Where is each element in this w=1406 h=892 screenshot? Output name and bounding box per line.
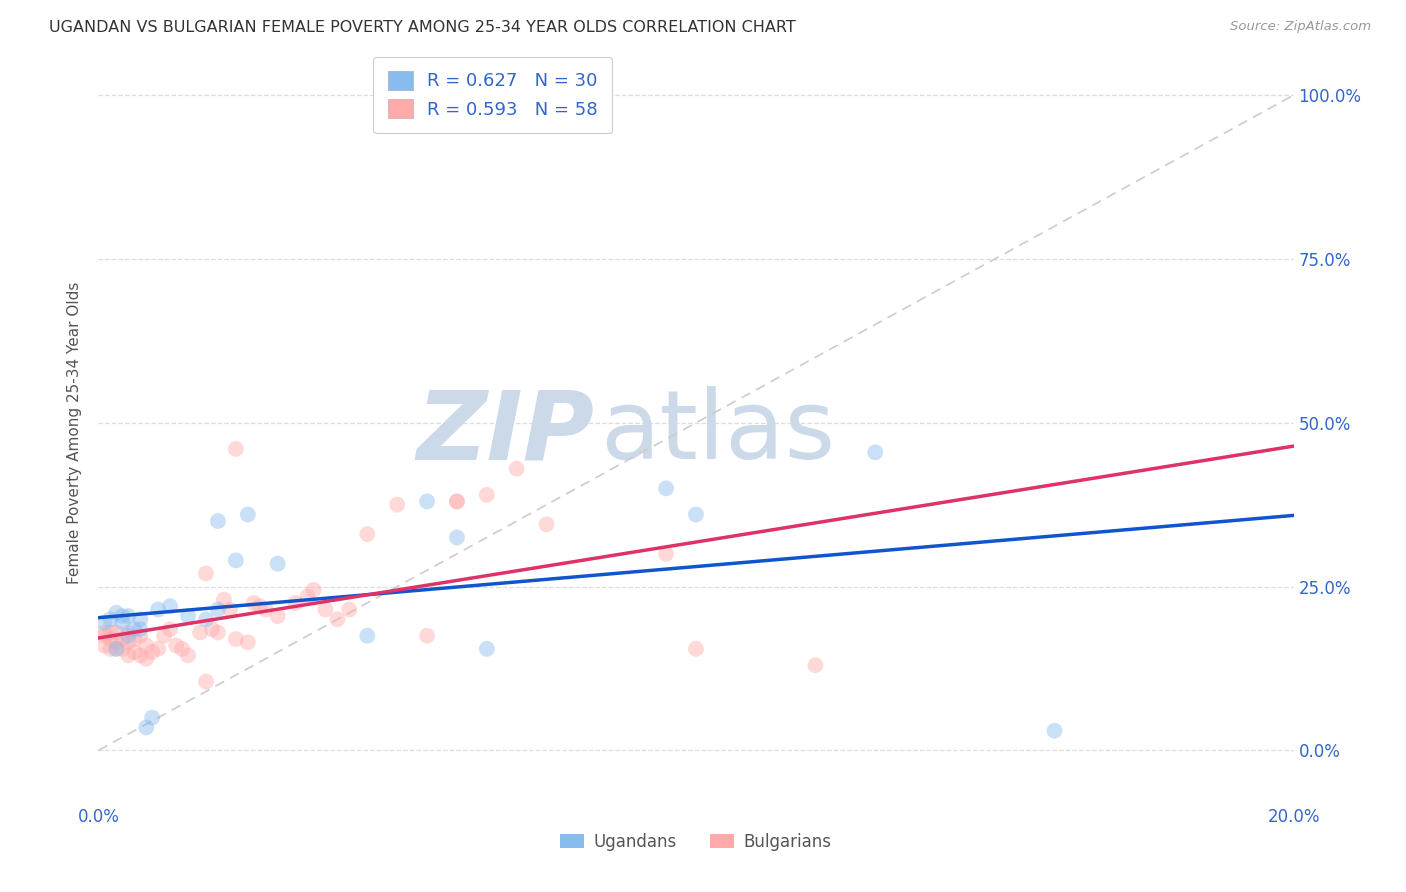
Point <box>243 596 266 610</box>
Point <box>188 625 211 640</box>
Point <box>267 609 290 624</box>
Point <box>93 629 115 643</box>
Point <box>129 612 152 626</box>
Point <box>236 508 259 522</box>
Point <box>685 508 707 522</box>
Point <box>446 494 468 508</box>
Point <box>536 517 558 532</box>
Point <box>207 625 229 640</box>
Point <box>93 615 115 630</box>
Point <box>129 629 152 643</box>
Point <box>416 494 439 508</box>
Point <box>655 481 678 495</box>
Point <box>356 527 378 541</box>
Point <box>105 606 128 620</box>
Point <box>446 531 468 545</box>
Point <box>135 721 157 735</box>
Point <box>356 629 378 643</box>
Point <box>165 639 187 653</box>
Point <box>117 648 139 663</box>
Point <box>297 590 319 604</box>
Point <box>111 615 134 630</box>
Point <box>195 612 218 626</box>
Point <box>105 641 128 656</box>
Point <box>685 641 707 656</box>
Point <box>141 645 163 659</box>
Text: ZIP: ZIP <box>416 386 595 479</box>
Point <box>124 622 146 636</box>
Point <box>135 651 157 665</box>
Point <box>506 461 529 475</box>
Point <box>105 625 128 640</box>
Point <box>129 648 152 663</box>
Point <box>655 547 678 561</box>
Point <box>117 609 139 624</box>
Point <box>111 609 134 624</box>
Text: UGANDAN VS BULGARIAN FEMALE POVERTY AMONG 25-34 YEAR OLDS CORRELATION CHART: UGANDAN VS BULGARIAN FEMALE POVERTY AMON… <box>49 20 796 35</box>
Point <box>207 514 229 528</box>
Point <box>135 639 157 653</box>
Text: atlas: atlas <box>600 386 835 479</box>
Point <box>111 632 134 646</box>
Point <box>195 674 218 689</box>
Point <box>117 635 139 649</box>
Point <box>201 622 224 636</box>
Point <box>124 632 146 646</box>
Point <box>117 629 139 643</box>
Point <box>105 635 128 649</box>
Point <box>865 445 887 459</box>
Point <box>195 566 218 581</box>
Point <box>1043 723 1066 738</box>
Text: Source: ZipAtlas.com: Source: ZipAtlas.com <box>1230 20 1371 33</box>
Point <box>159 622 181 636</box>
Point <box>284 596 307 610</box>
Point <box>172 641 194 656</box>
Point <box>98 612 122 626</box>
Point <box>129 622 152 636</box>
Point <box>207 602 229 616</box>
Point <box>416 629 439 643</box>
Point <box>93 639 115 653</box>
Point <box>254 602 277 616</box>
Point <box>117 625 139 640</box>
Point <box>98 641 122 656</box>
Point <box>153 629 176 643</box>
Point <box>148 602 170 616</box>
Point <box>148 641 170 656</box>
Point <box>225 442 247 456</box>
Point <box>98 625 122 640</box>
Point <box>141 711 163 725</box>
Point <box>326 612 349 626</box>
Point <box>249 599 271 614</box>
Point <box>111 641 134 656</box>
Point <box>475 488 498 502</box>
Point <box>225 632 247 646</box>
Point <box>219 602 242 616</box>
Point <box>385 498 409 512</box>
Point <box>446 494 468 508</box>
Point <box>98 632 122 646</box>
Point <box>267 557 290 571</box>
Y-axis label: Female Poverty Among 25-34 Year Olds: Female Poverty Among 25-34 Year Olds <box>67 282 83 583</box>
Point <box>225 553 247 567</box>
Point <box>339 602 361 616</box>
Point <box>804 658 827 673</box>
Point <box>93 625 115 640</box>
Point <box>212 592 235 607</box>
Point <box>177 609 200 624</box>
Point <box>315 602 337 616</box>
Point <box>124 645 146 659</box>
Point <box>159 599 181 614</box>
Point <box>105 641 128 656</box>
Point <box>302 582 325 597</box>
Legend: Ugandans, Bulgarians: Ugandans, Bulgarians <box>554 826 838 857</box>
Point <box>177 648 200 663</box>
Point <box>236 635 259 649</box>
Point <box>475 641 498 656</box>
